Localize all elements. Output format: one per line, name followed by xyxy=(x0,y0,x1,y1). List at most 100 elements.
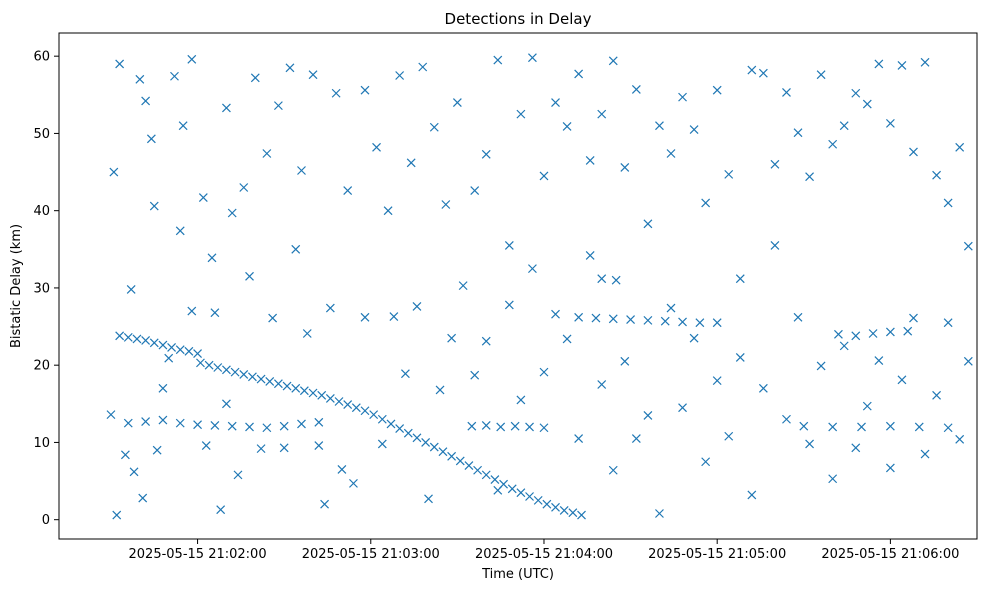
x-axis-title: Time (UTC) xyxy=(481,567,554,582)
data-point xyxy=(909,147,918,157)
data-point xyxy=(701,198,711,208)
data-point xyxy=(724,169,734,179)
data-point xyxy=(678,403,687,413)
data-point xyxy=(943,198,953,208)
data-point xyxy=(429,122,439,132)
data-point xyxy=(314,417,324,427)
data-point xyxy=(193,349,202,359)
data-point xyxy=(591,313,601,323)
data-point xyxy=(562,122,572,131)
data-point xyxy=(955,142,965,152)
data-point xyxy=(377,414,387,424)
data-point xyxy=(273,379,283,389)
data-point xyxy=(914,422,924,432)
x-tick-label: 2025-05-15 21:02:00 xyxy=(129,547,267,562)
data-point xyxy=(245,271,254,281)
data-point xyxy=(184,346,194,356)
data-point xyxy=(481,149,491,159)
data-point xyxy=(279,443,289,453)
data-point xyxy=(207,253,217,263)
data-point xyxy=(198,193,208,202)
data-point xyxy=(360,406,370,416)
data-point xyxy=(504,300,514,310)
data-point xyxy=(470,370,480,380)
data-point xyxy=(149,201,159,211)
data-point xyxy=(123,418,133,428)
data-point xyxy=(909,313,918,323)
data-point xyxy=(141,336,151,345)
data-point xyxy=(828,474,838,484)
data-point xyxy=(851,88,861,98)
data-point xyxy=(481,421,491,430)
data-point xyxy=(793,128,803,138)
data-point xyxy=(230,367,240,377)
data-point xyxy=(839,341,849,351)
data-point xyxy=(314,441,324,450)
data-point xyxy=(724,431,734,441)
data-point xyxy=(525,492,534,501)
data-point xyxy=(643,219,653,229)
data-point xyxy=(678,317,687,327)
data-point xyxy=(533,495,543,505)
data-point xyxy=(701,457,711,467)
data-point xyxy=(528,53,537,63)
data-point xyxy=(291,383,301,393)
data-point xyxy=(897,61,907,70)
data-point xyxy=(885,421,895,431)
data-point xyxy=(403,428,413,438)
data-point xyxy=(175,226,185,236)
data-point xyxy=(106,410,116,420)
data-point xyxy=(735,274,745,284)
data-point xyxy=(805,439,814,449)
data-point xyxy=(782,88,791,97)
data-point xyxy=(204,360,214,370)
data-point xyxy=(955,434,965,444)
data-point xyxy=(539,423,549,433)
data-point xyxy=(643,410,653,420)
data-point xyxy=(735,353,745,362)
data-point xyxy=(334,397,344,406)
data-point xyxy=(418,62,428,72)
data-point xyxy=(429,442,439,452)
data-point xyxy=(406,158,416,168)
data-point xyxy=(608,56,618,66)
data-point xyxy=(770,241,780,250)
data-point xyxy=(516,395,526,405)
data-point xyxy=(504,241,514,250)
data-point xyxy=(481,336,491,346)
data-point xyxy=(574,312,584,322)
data-point xyxy=(577,510,586,520)
data-point xyxy=(470,186,480,196)
data-point xyxy=(678,92,687,102)
data-point xyxy=(389,312,399,321)
data-point xyxy=(268,313,278,323)
data-point xyxy=(568,508,578,518)
data-point xyxy=(115,331,125,341)
data-point xyxy=(551,502,560,512)
data-point xyxy=(562,334,572,344)
data-point xyxy=(369,410,379,420)
data-point xyxy=(712,85,722,95)
data-point xyxy=(452,98,462,107)
data-point xyxy=(299,386,309,396)
data-point xyxy=(297,419,306,429)
data-point xyxy=(458,281,468,291)
data-point xyxy=(351,403,361,413)
x-tick-label: 2025-05-15 21:04:00 xyxy=(475,547,613,562)
data-point xyxy=(770,159,780,169)
data-point xyxy=(187,306,197,316)
data-point xyxy=(643,315,653,325)
data-point xyxy=(343,400,353,410)
data-point xyxy=(227,208,237,218)
data-point xyxy=(138,493,148,503)
data-point xyxy=(516,109,526,119)
data-point xyxy=(149,338,159,348)
data-point xyxy=(862,401,872,411)
data-point xyxy=(360,85,370,95)
y-tick-label: 40 xyxy=(33,204,50,219)
data-point xyxy=(109,167,119,177)
data-point xyxy=(897,375,907,385)
data-point xyxy=(885,118,895,128)
data-point xyxy=(608,314,618,324)
data-point xyxy=(585,156,595,165)
